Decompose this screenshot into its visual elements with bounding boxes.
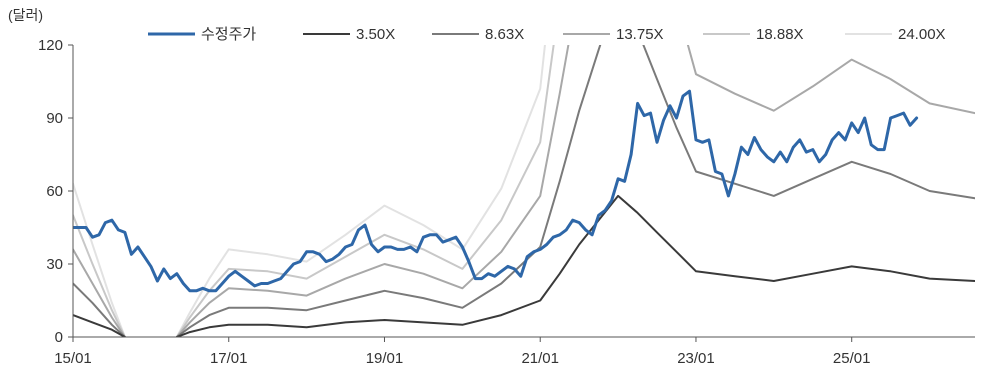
axes: 0 30 60 90 120 15/01 17/01 19/01 21/01 23/01 25/01: [38, 37, 975, 367]
series-line-2: [73, 45, 975, 337]
y-axis-unit-label: (달러): [8, 7, 43, 23]
x-tick-label: 23/01: [677, 350, 715, 367]
legend-label: 13.75X: [616, 26, 664, 43]
legend-label: 수정주가: [201, 26, 256, 43]
y-tick-label: 120: [38, 37, 63, 54]
legend-item-1: 3.50X: [303, 26, 395, 43]
series-line-4: [73, 45, 555, 337]
price-line-group: [73, 89, 919, 293]
series-line-1: [73, 194, 975, 337]
series-line-3: [73, 45, 975, 337]
legend-item-0: 수정주가: [148, 26, 256, 43]
y-tick-label: 90: [46, 110, 63, 127]
x-tick-label: 15/01: [54, 350, 92, 367]
legend-item-2: 8.63X: [432, 26, 524, 43]
band-lines: [73, 45, 975, 337]
legend-item-5: 24.00X: [845, 26, 946, 43]
x-tick-label: 25/01: [833, 350, 871, 367]
x-tick-label: 21/01: [521, 350, 559, 367]
legend-item-3: 13.75X: [563, 26, 664, 43]
series-line-0: [73, 89, 919, 293]
y-tick-label: 30: [46, 256, 63, 273]
y-tick-label: 60: [46, 183, 63, 200]
x-tick-label: 19/01: [366, 350, 404, 367]
y-tick-label: 0: [55, 329, 63, 346]
legend-label: 8.63X: [485, 26, 524, 43]
legend-item-4: 18.88X: [703, 26, 804, 43]
legend-label: 3.50X: [356, 26, 395, 43]
legend: 수정주가 3.50X 8.63X 13.75X 18.88X 24.00X: [148, 26, 946, 43]
legend-label: 24.00X: [898, 26, 946, 43]
legend-label: 18.88X: [756, 26, 804, 43]
x-tick-label: 17/01: [210, 350, 248, 367]
series-line-5: [73, 45, 546, 337]
